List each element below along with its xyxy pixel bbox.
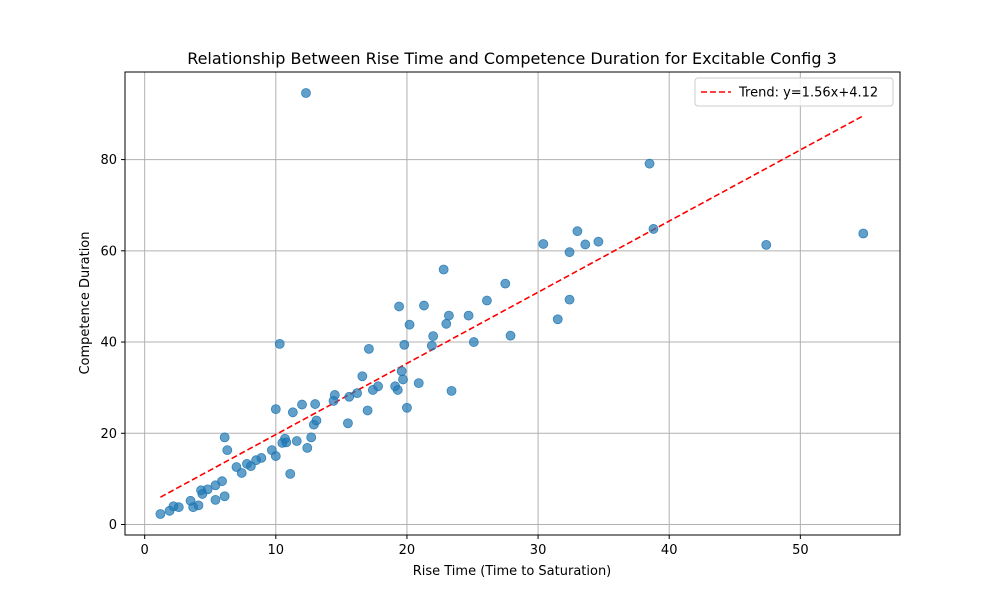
data-point — [398, 374, 408, 385]
data-point — [468, 337, 479, 347]
data-point — [392, 385, 403, 395]
axis-ticks: 0 10 20 30 40 50 0 20 40 60 80 — [100, 153, 808, 558]
legend-box — [694, 77, 894, 107]
data-point — [364, 343, 374, 354]
x-axis-label: Rise Time (Time to Saturation) — [413, 564, 612, 579]
data-point — [858, 228, 869, 239]
data-point — [291, 436, 302, 446]
data-point — [413, 378, 424, 388]
data-point — [564, 247, 575, 258]
data-point — [482, 295, 492, 306]
data-point — [362, 405, 373, 416]
trend-line — [160, 115, 864, 498]
data-point — [217, 476, 227, 487]
data-point — [419, 300, 429, 311]
data-point — [394, 301, 404, 312]
data-point — [441, 318, 452, 329]
data-point — [446, 385, 457, 396]
data-point — [373, 381, 383, 392]
data-point — [155, 509, 166, 519]
data-point — [580, 239, 591, 250]
data-point — [219, 432, 230, 443]
data-points — [155, 88, 869, 519]
y-tick-label: 80 — [100, 153, 117, 168]
y-tick-label: 60 — [100, 244, 117, 259]
data-point — [404, 319, 415, 330]
data-point — [344, 391, 355, 402]
data-point — [329, 390, 340, 400]
data-point — [306, 432, 317, 443]
y-tick-label: 0 — [109, 518, 117, 533]
data-point — [219, 491, 230, 502]
data-point — [505, 330, 516, 341]
legend-trend-label: Trend: y=1.56x+4.12 — [738, 86, 878, 101]
data-point — [297, 399, 307, 410]
y-tick-label: 20 — [100, 427, 117, 442]
data-point — [564, 294, 575, 305]
x-tick-label: 20 — [399, 543, 416, 558]
data-point — [274, 338, 285, 349]
x-tick-label: 0 — [141, 543, 149, 558]
data-point — [222, 445, 233, 456]
x-tick-label: 30 — [530, 543, 547, 558]
data-point — [396, 366, 407, 377]
data-point — [357, 371, 368, 382]
plot-area-frame — [124, 71, 901, 536]
data-point — [552, 314, 563, 325]
data-point — [538, 239, 549, 249]
trend-layer — [160, 115, 864, 498]
data-point — [444, 310, 454, 321]
x-tick-label: 50 — [792, 543, 809, 558]
data-point — [270, 451, 281, 461]
y-axis-label: Competence Duration — [78, 231, 93, 374]
data-point — [285, 468, 296, 479]
data-point — [236, 468, 247, 478]
data-point — [281, 437, 292, 448]
data-point — [173, 502, 184, 513]
data-point — [202, 484, 213, 495]
legend: Trend: y=1.56x+4.12 — [694, 77, 894, 107]
data-point — [352, 388, 363, 399]
data-point — [270, 404, 281, 415]
data-point — [287, 407, 298, 418]
chart-title: Relationship Between Rise Time and Compe… — [187, 49, 837, 68]
data-point — [644, 158, 655, 169]
data-point — [572, 226, 583, 237]
data-point — [343, 418, 353, 429]
data-point — [593, 236, 604, 247]
data-point — [438, 264, 449, 275]
data-point — [193, 500, 204, 511]
y-tick-label: 40 — [100, 336, 117, 351]
data-point — [310, 399, 321, 409]
data-point — [426, 340, 437, 351]
data-point — [256, 453, 267, 463]
data-point — [302, 442, 313, 453]
data-point — [301, 88, 311, 98]
x-tick-label: 40 — [661, 543, 678, 558]
data-point — [210, 494, 221, 505]
x-tick-label: 10 — [268, 543, 285, 558]
data-point — [311, 415, 322, 426]
data-point — [648, 224, 659, 234]
data-point — [399, 339, 410, 350]
data-point — [500, 278, 511, 289]
data-point — [402, 402, 412, 413]
data-point — [428, 331, 439, 342]
data-point — [463, 310, 474, 321]
grid — [125, 72, 900, 535]
data-point — [761, 239, 772, 250]
